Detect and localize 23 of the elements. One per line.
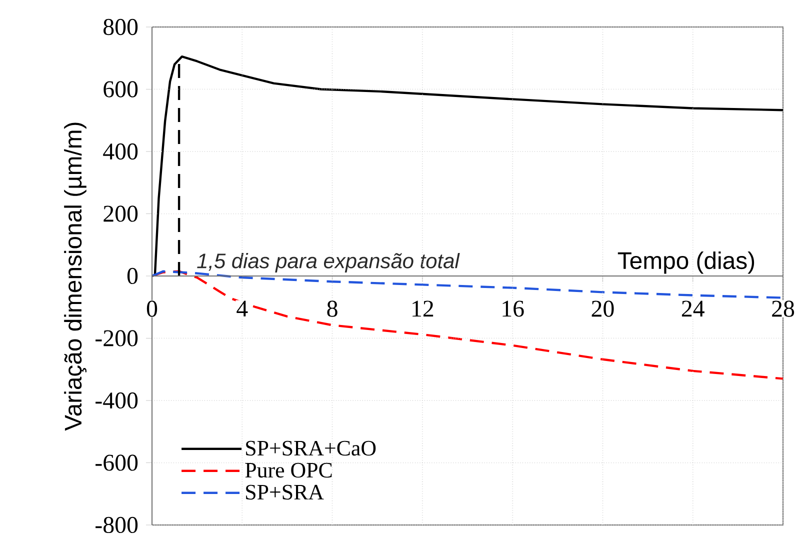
- y-tick-label: -200: [96, 330, 138, 346]
- legend-label: SP+SRA: [246, 484, 324, 500]
- y-tick-label: 0: [127, 268, 138, 284]
- x-tick-label: 16: [502, 300, 524, 317]
- x-axis-title: Tempo (dias): [618, 252, 754, 274]
- x-tick-label: 28: [772, 300, 794, 317]
- annotation: 1,5 dias para expansão total: [197, 252, 460, 272]
- x-tick-label: 8: [327, 300, 338, 317]
- y-tick-label: -800: [96, 516, 138, 534]
- legend-label: SP+SRA+CaO: [246, 440, 376, 456]
- y-tick-label: -400: [96, 392, 138, 409]
- legend-label: Pure OPC: [245, 462, 332, 478]
- y-tick-label: 800: [104, 18, 138, 36]
- x-tick-label: 0: [146, 300, 158, 317]
- y-axis-title: Variação dimensional (µm/m): [64, 122, 86, 431]
- x-tick-label: 20: [592, 300, 614, 317]
- x-tick-label: 24: [682, 300, 704, 317]
- x-tick-label: 12: [412, 300, 434, 317]
- y-tick-label: 600: [104, 81, 138, 98]
- y-tick-label: -600: [96, 454, 138, 471]
- x-tick-label: 4: [236, 300, 248, 316]
- y-tick-label: 400: [103, 143, 138, 160]
- y-tick-label: 200: [104, 206, 138, 222]
